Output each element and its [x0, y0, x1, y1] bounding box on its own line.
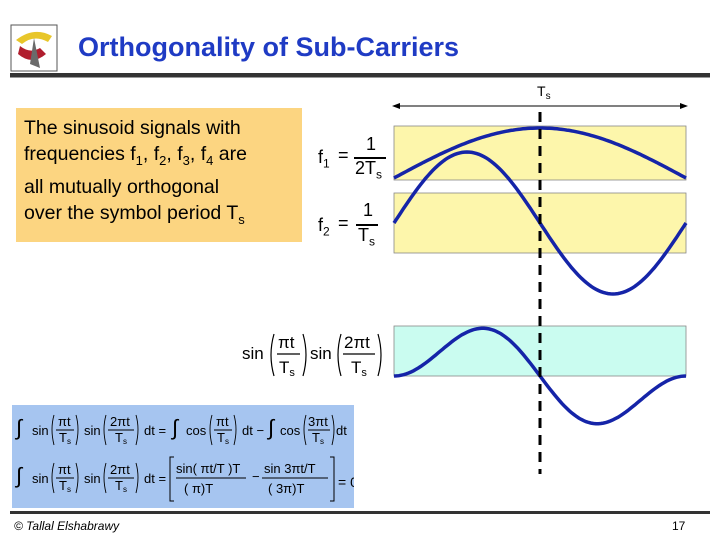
svg-text:dt =: dt = — [144, 423, 166, 438]
svg-text:2πt: 2πt — [110, 414, 130, 429]
svg-text:sin( πt/T )T: sin( πt/T )T — [176, 461, 240, 476]
svg-text:sin: sin — [32, 423, 49, 438]
f1-formula: f1 = 1 2Ts — [318, 134, 388, 184]
svg-text:Ts: Ts — [115, 430, 127, 446]
svg-text:∫: ∫ — [14, 415, 24, 440]
f2-formula: f2 = 1 Ts — [318, 200, 388, 252]
svg-text:dt −: dt − — [242, 423, 264, 438]
svg-text:Ts: Ts — [59, 478, 71, 494]
integral-derivation-box — [12, 405, 354, 508]
svg-text:sin: sin — [84, 423, 101, 438]
svg-text:−: − — [252, 469, 260, 484]
svg-text:= 0: = 0 — [338, 474, 354, 490]
svg-text:sin: sin — [310, 344, 332, 363]
svg-text:Ts: Ts — [217, 430, 229, 446]
svg-text:sin: sin — [84, 471, 101, 486]
copyright-text: © Tallal Elshabrawy — [14, 519, 120, 533]
svg-text:cos: cos — [280, 423, 301, 438]
svg-text:πt: πt — [278, 333, 295, 352]
svg-text:2πt: 2πt — [344, 333, 370, 352]
svg-text:2πt: 2πt — [110, 462, 130, 477]
description-text: The sinusoid signals with frequencies f1… — [24, 117, 247, 227]
svg-text:∫: ∫ — [266, 415, 276, 440]
svg-text:Ts: Ts — [59, 430, 71, 446]
period-arrow-left — [392, 103, 400, 109]
svg-text:3πt: 3πt — [308, 414, 328, 429]
svg-text:dt =: dt = — [144, 471, 166, 486]
svg-text:cos: cos — [186, 423, 207, 438]
page-number: 17 — [672, 519, 686, 533]
period-arrow-right — [680, 103, 688, 109]
svg-text:Ts: Ts — [279, 358, 295, 379]
svg-text:πt: πt — [58, 462, 71, 477]
svg-text:Ts: Ts — [115, 478, 127, 494]
period-label: Ts — [537, 83, 551, 102]
title-divider-thin — [10, 77, 710, 78]
svg-text:πt: πt — [58, 414, 71, 429]
svg-text:sin: sin — [32, 471, 49, 486]
svg-text:( π)T: ( π)T — [184, 481, 213, 496]
svg-text:sin: sin — [242, 344, 264, 363]
svg-text:( 3π)T: ( 3π)T — [268, 481, 304, 496]
product-formula: sin πt Ts sin 2πt Ts — [242, 333, 382, 379]
svg-text:Ts: Ts — [312, 430, 324, 446]
description-box — [16, 108, 302, 242]
svg-text:∫: ∫ — [14, 463, 24, 488]
university-logo — [10, 24, 58, 72]
svg-text:∫: ∫ — [170, 415, 180, 440]
svg-text:dt: dt — [336, 423, 347, 438]
svg-text:πt: πt — [216, 414, 229, 429]
integral-equation: ∫ sin πt Ts sin 2πt Ts dt = ∫ cos πt Ts … — [14, 414, 354, 502]
svg-text:Ts: Ts — [351, 358, 367, 379]
slide-title: Orthogonality of Sub-Carriers — [78, 32, 460, 62]
waveform-figure: Ts — [392, 83, 688, 474]
title-divider — [10, 73, 710, 77]
footer-divider — [10, 511, 710, 514]
curve-f1 — [393, 126, 687, 180]
svg-text:sin 3πt/T: sin 3πt/T — [264, 461, 316, 476]
